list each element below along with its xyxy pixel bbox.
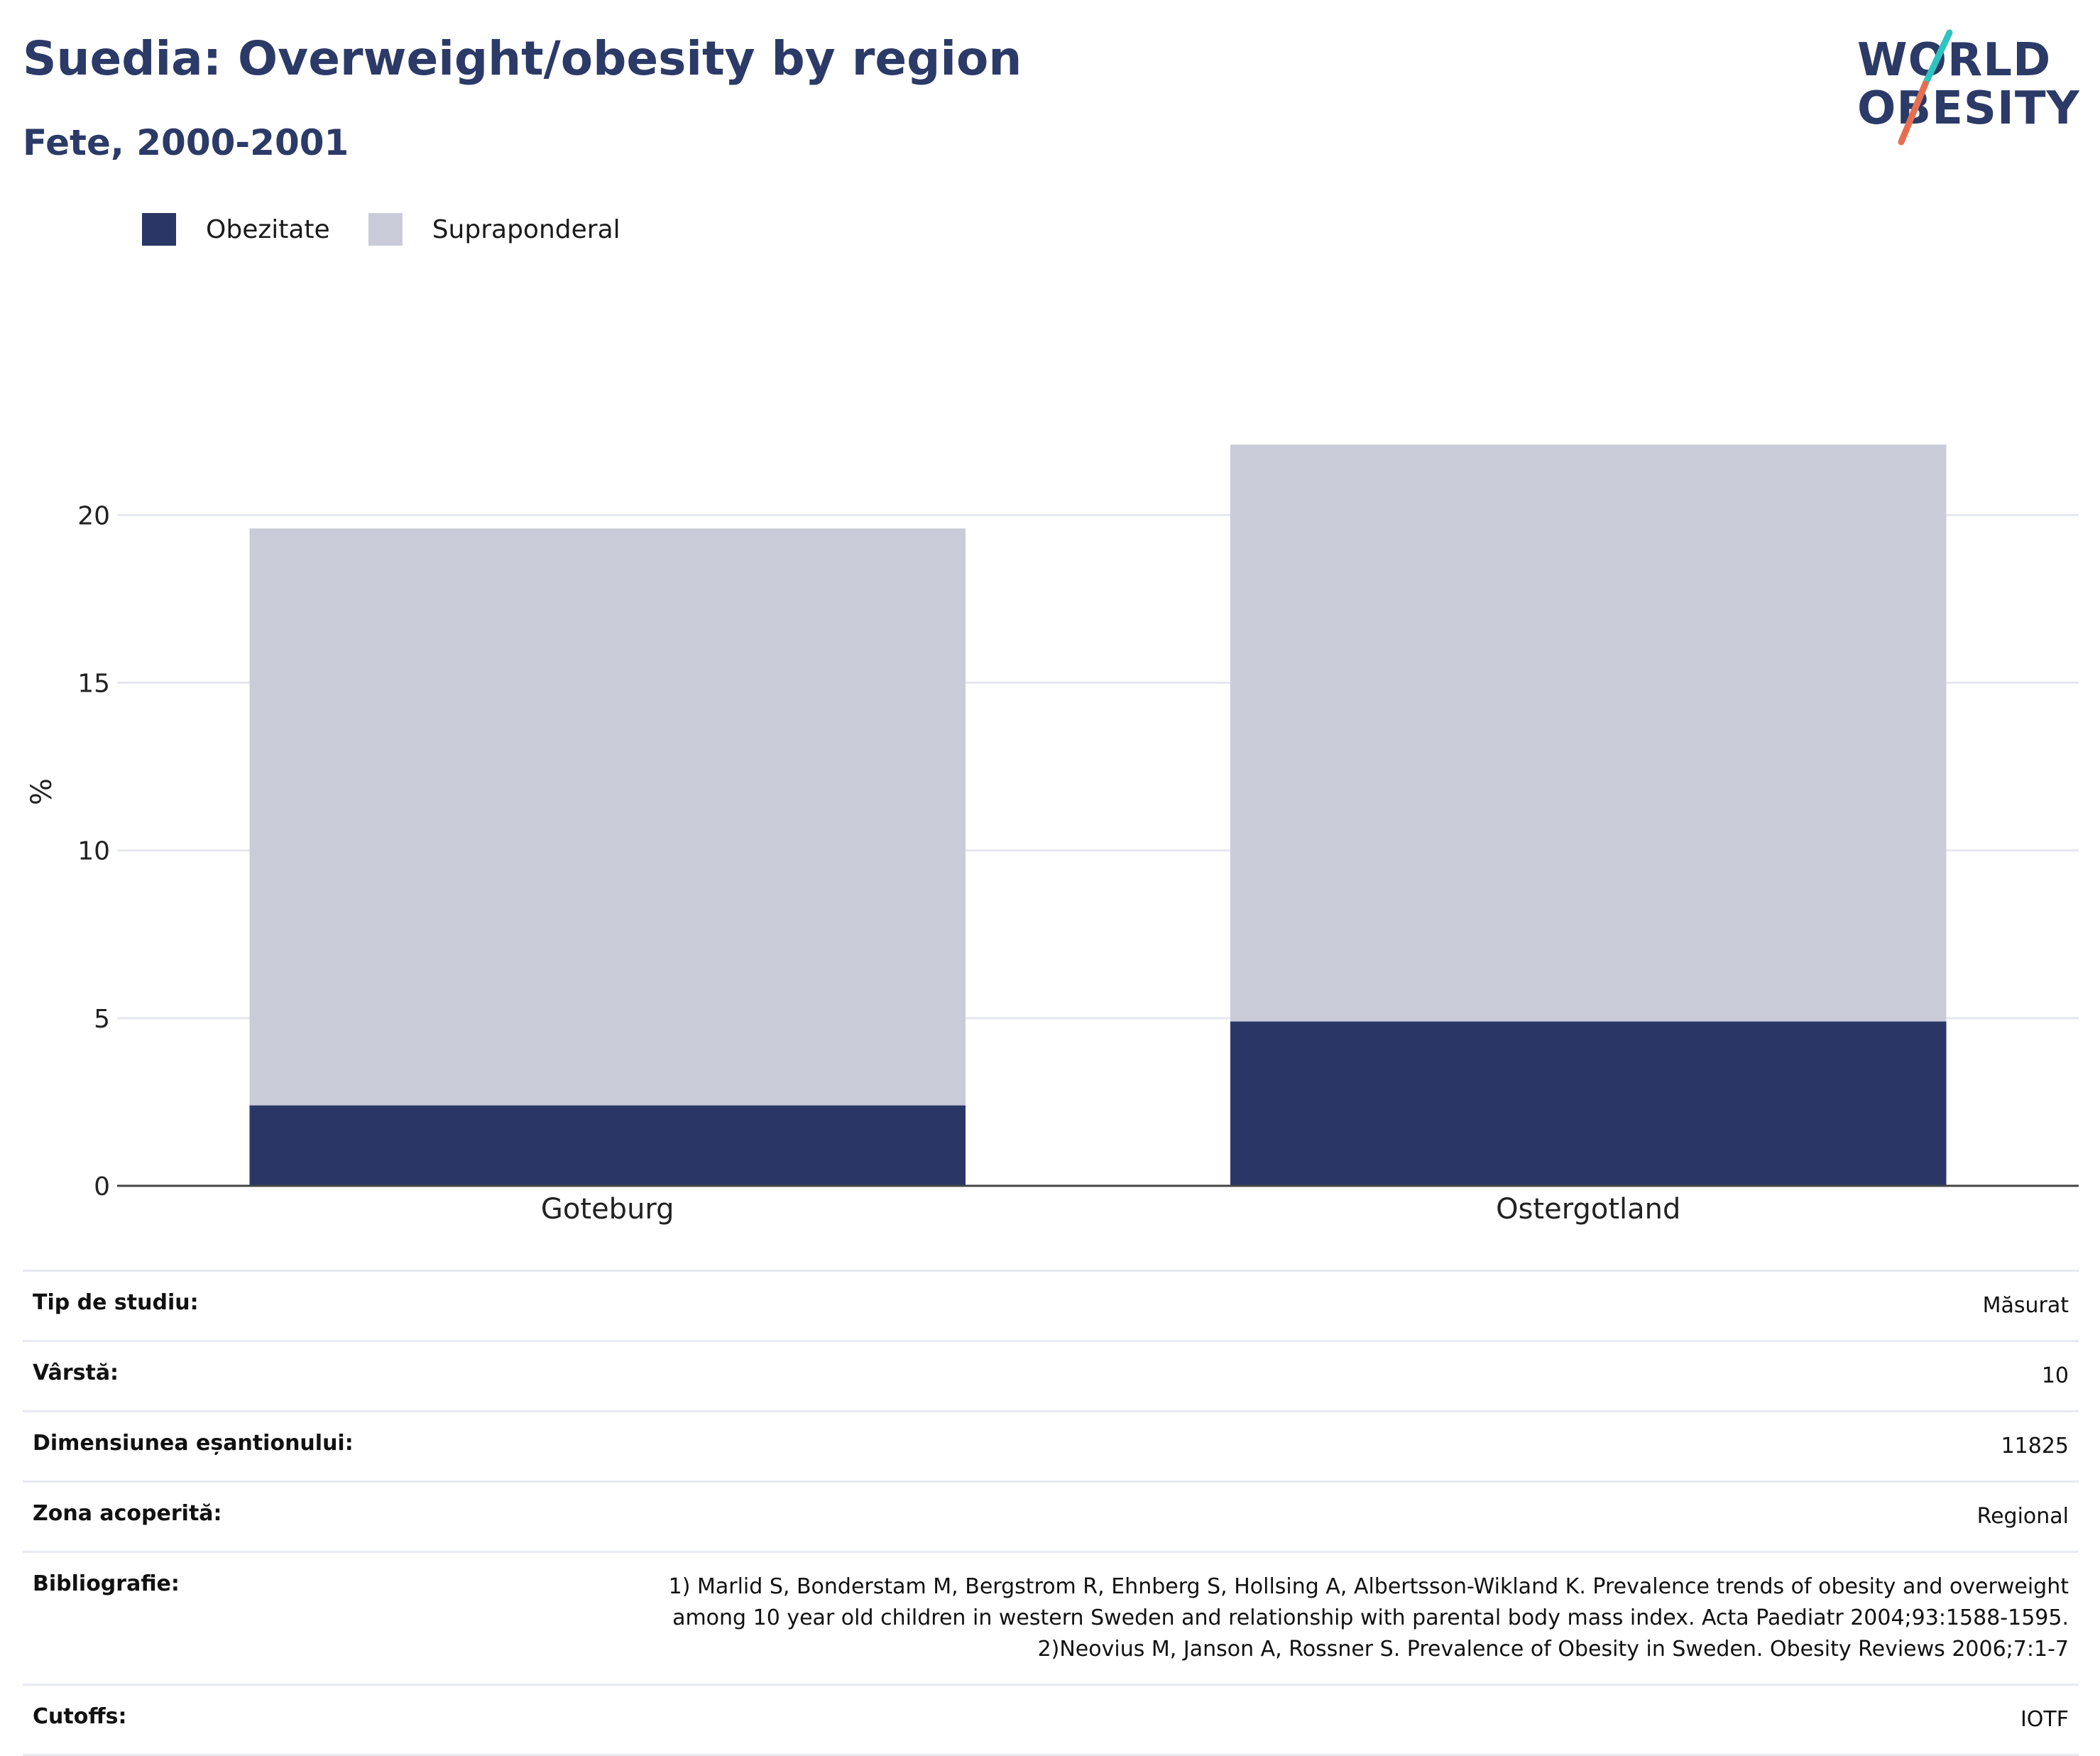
bar-supraponderal-ostergotland (1230, 445, 1947, 1022)
info-value: 10 (2041, 1363, 2069, 1388)
y-tick-label: 15 (77, 669, 110, 698)
chart-title: Suedia: Overweight/obesity by region (23, 31, 1022, 86)
bar-chart: 0 5 10 15 20% Goteburg Ostergotland (26, 445, 2079, 1226)
logo-word-world: WORLD (1857, 34, 2052, 87)
info-key: Dimensiunea eșantionului: (33, 1431, 354, 1456)
info-key: Bibliografie: (33, 1571, 180, 1596)
info-key: Vârstă: (33, 1360, 119, 1385)
chart-subtitle: Fete, 2000-2001 (23, 122, 349, 163)
legend-swatch-supraponderal (368, 213, 403, 246)
bibliography-line: 2)Neovius M, Janson A, Rossner S. Preval… (1037, 1637, 2069, 1662)
info-value: 11825 (2001, 1434, 2069, 1458)
info-row-area-covered: Zona acoperită: Regional (23, 1481, 2079, 1552)
x-tick-label: Goteburg (541, 1193, 674, 1226)
bar-obezitate-goteburg (249, 1105, 966, 1186)
y-tick-label: 10 (77, 837, 110, 866)
y-tick-label: 0 (94, 1172, 110, 1201)
legend-item-obezitate[interactable]: Obezitate (142, 213, 330, 246)
info-row-bibliography: Bibliografie: 1) Marlid S, Bonderstam M,… (23, 1552, 2079, 1685)
bar-obezitate-ostergotland (1230, 1021, 1947, 1186)
info-row-age: Vârstă: 10 (23, 1341, 2079, 1412)
bibliography-line: 1) Marlid S, Bonderstam M, Bergstrom R, … (668, 1574, 2069, 1599)
chart-legend: Obezitate Supraponderal (142, 213, 659, 246)
info-key: Zona acoperită: (33, 1501, 222, 1526)
legend-item-supraponderal[interactable]: Supraponderal (368, 213, 620, 246)
y-tick-label: 20 (77, 501, 110, 530)
info-value: Măsurat (1982, 1293, 2069, 1318)
info-row-sample-size: Dimensiunea eșantionului: 11825 (23, 1411, 2079, 1482)
y-axis-label: % (26, 778, 58, 805)
info-value: IOTF (2020, 1707, 2069, 1732)
info-key: Tip de studiu: (33, 1290, 199, 1315)
info-value: Regional (1976, 1504, 2069, 1529)
bar-supraponderal-goteburg (249, 528, 966, 1106)
logo-slash-icon (1898, 29, 1953, 146)
logo-word-obesity: OBESITY (1857, 82, 2080, 135)
y-tick-label: 5 (94, 1005, 110, 1034)
info-value: 1) Marlid S, Bonderstam M, Bergstrom R, … (540, 1552, 2079, 1685)
info-key: Cutoffs: (33, 1704, 127, 1729)
info-row-cutoffs: Cutoffs: IOTF (23, 1684, 2079, 1755)
study-info-table: Tip de studiu: Măsurat Vârstă: 10 Dimens… (23, 1270, 2079, 1756)
world-obesity-logo: WORLD OBESITY (1846, 20, 2087, 155)
legend-label-supraponderal: Supraponderal (432, 214, 620, 244)
bibliography-line: among 10 year old children in western Sw… (672, 1605, 2069, 1630)
x-tick-label: Ostergotland (1496, 1193, 1680, 1226)
legend-swatch-obezitate (142, 213, 176, 246)
info-row-study-type: Tip de studiu: Măsurat (23, 1270, 2079, 1341)
legend-label-obezitate: Obezitate (206, 214, 330, 244)
